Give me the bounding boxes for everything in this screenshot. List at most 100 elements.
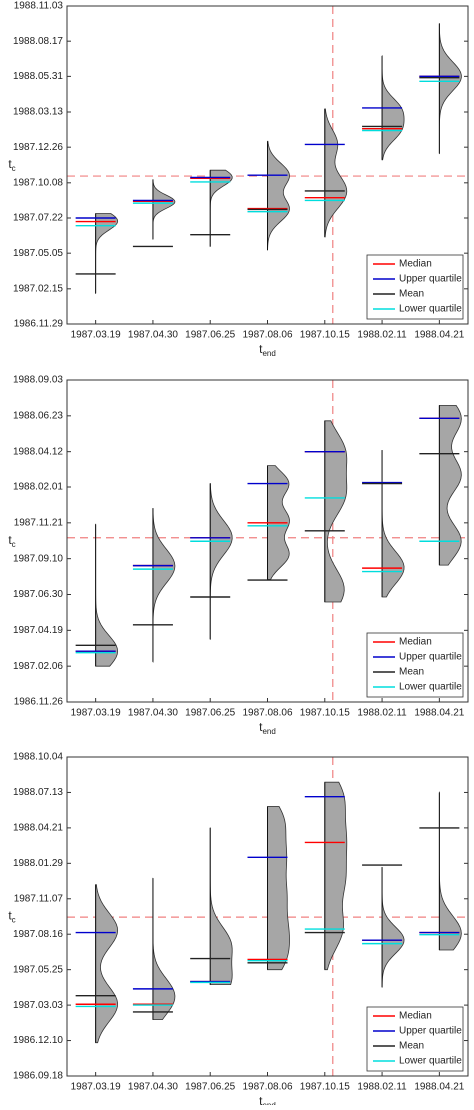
y-tick-label: 1987.11.07: [14, 893, 64, 904]
x-axis-label: tend: [259, 342, 276, 358]
violin: [209, 827, 233, 986]
x-axis-label-main: t: [259, 342, 263, 356]
x-tick-label: 1987.04.30: [128, 1082, 178, 1093]
violin: [381, 450, 405, 598]
y-axis-label-sub: c: [12, 164, 16, 173]
y-tick-label: 1988.09.03: [13, 375, 63, 386]
x-tick-label: 1988.04.21: [414, 1082, 464, 1093]
x-tick-label: 1987.10.15: [300, 1082, 350, 1093]
violin: [152, 179, 176, 240]
y-axis-label: tc: [8, 533, 15, 549]
x-tick-label: 1987.06.25: [185, 708, 235, 719]
axis-box: [66, 379, 469, 703]
legend-label: Median: [399, 637, 432, 648]
panel: 1986.11.29 1987.02.15 1987.05.05 1987.07.22…: [8, 1, 469, 358]
y-axis-label-main: t: [8, 157, 12, 171]
y-tick-label: 1987.10.08: [13, 177, 63, 188]
legend-label: Upper quartile: [399, 652, 462, 663]
x-axis-label-main: t: [259, 720, 263, 734]
y-tick-label: 1986.11.29: [14, 319, 64, 330]
y-tick-label: 1987.02.15: [13, 283, 63, 294]
y-axis-label-sub: c: [12, 540, 16, 549]
x-tick-label: 1987.10.15: [300, 708, 350, 719]
y-axis-label: tc: [8, 157, 15, 173]
x-tick-label: 1987.04.30: [128, 330, 178, 341]
y-axis-label-main: t: [8, 533, 12, 547]
legend-label: Upper quartile: [399, 1026, 462, 1037]
axis-box: [66, 5, 469, 325]
violin: [267, 806, 290, 971]
y-tick-label: 1987.05.25: [13, 964, 63, 975]
y-tick-label: 1987.07.22: [13, 213, 63, 224]
violin: [438, 791, 462, 951]
legend-label: Mean: [399, 1041, 424, 1052]
x-axis-label-sub: end: [262, 727, 275, 736]
violin: [381, 867, 405, 988]
x-tick-label: 1988.04.21: [414, 708, 464, 719]
x-axis-label-main: t: [259, 1094, 263, 1105]
violin: [267, 140, 290, 251]
violin: [324, 420, 348, 603]
violin: [95, 884, 119, 1044]
violin: [209, 483, 233, 640]
x-axis-label: tend: [259, 1094, 276, 1105]
violin: [438, 404, 462, 566]
x-axis-label: tend: [259, 720, 276, 736]
x-tick-label: 1987.06.25: [185, 330, 235, 341]
y-tick-label: 1987.08.16: [13, 929, 63, 940]
y-tick-label: 1986.09.18: [13, 1071, 63, 1082]
x-tick-label: 1987.04.30: [128, 708, 178, 719]
x-tick-label: 1987.06.25: [185, 1082, 235, 1093]
x-tick-label: 1988.02.11: [357, 708, 407, 719]
y-tick-label: 1988.03.13: [13, 107, 63, 118]
violin: [438, 23, 462, 155]
x-tick-label: 1988.02.11: [357, 330, 407, 341]
legend-label: Lower quartile: [399, 1056, 462, 1067]
y-tick-label: 1988.02.01: [13, 482, 63, 493]
x-tick-label: 1988.04.21: [414, 330, 464, 341]
y-tick-label: 1987.11.21: [14, 517, 64, 528]
y-tick-label: 1988.05.31: [13, 71, 63, 82]
x-tick-label: 1987.10.15: [300, 330, 350, 341]
x-axis-label-sub: end: [262, 349, 275, 358]
legend-label: Lower quartile: [399, 682, 462, 693]
y-tick-label: 1988.10.04: [13, 752, 63, 763]
y-tick-label: 1987.12.26: [13, 142, 63, 153]
panel: 1986.09.18 1986.12.10 1987.03.03 1987.05.25…: [8, 752, 469, 1110]
panel: 1986.11.26 1987.02.06 1987.04.19 1987.06.30…: [8, 375, 469, 736]
y-tick-label: 1987.03.03: [13, 1000, 63, 1011]
x-tick-label: 1987.08.06: [242, 708, 292, 719]
violin: [324, 781, 348, 971]
x-tick-label: 1988.02.11: [357, 1082, 407, 1093]
x-tick-label: 1987.03.19: [71, 1082, 121, 1093]
y-tick-label: 1987.02.06: [13, 661, 63, 672]
y-tick-label: 1988.11.03: [14, 1, 64, 12]
y-tick-label: 1987.05.05: [13, 248, 63, 259]
y-tick-label: 1988.08.17: [13, 36, 63, 47]
y-tick-label: 1986.11.26: [14, 697, 64, 708]
x-tick-label: 1987.03.19: [71, 708, 121, 719]
legend-label: Median: [399, 259, 432, 270]
legend-label: Mean: [399, 289, 424, 300]
violin: [152, 877, 176, 1021]
y-tick-label: 1987.06.30: [13, 589, 63, 600]
legend-label: Median: [399, 1011, 432, 1022]
y-tick-label: 1987.04.19: [13, 625, 63, 636]
y-axis-label: tc: [8, 909, 15, 925]
x-tick-label: 1987.03.19: [71, 330, 121, 341]
x-tick-label: 1987.08.06: [242, 330, 292, 341]
y-tick-label: 1988.04.12: [13, 446, 63, 457]
y-tick-label: 1988.07.13: [13, 787, 63, 798]
violin: [324, 108, 348, 238]
axis-box: [66, 756, 469, 1077]
y-tick-label: 1988.06.23: [13, 410, 63, 421]
legend-label: Lower quartile: [399, 304, 462, 315]
y-tick-label: 1988.01.29: [13, 858, 63, 869]
y-axis-label-sub: c: [12, 916, 16, 925]
y-axis-label-main: t: [8, 909, 12, 923]
legend-label: Upper quartile: [399, 274, 462, 285]
x-axis-label-sub: end: [262, 1101, 275, 1105]
legend-label: Mean: [399, 667, 424, 678]
y-tick-label: 1987.09.10: [13, 553, 63, 564]
